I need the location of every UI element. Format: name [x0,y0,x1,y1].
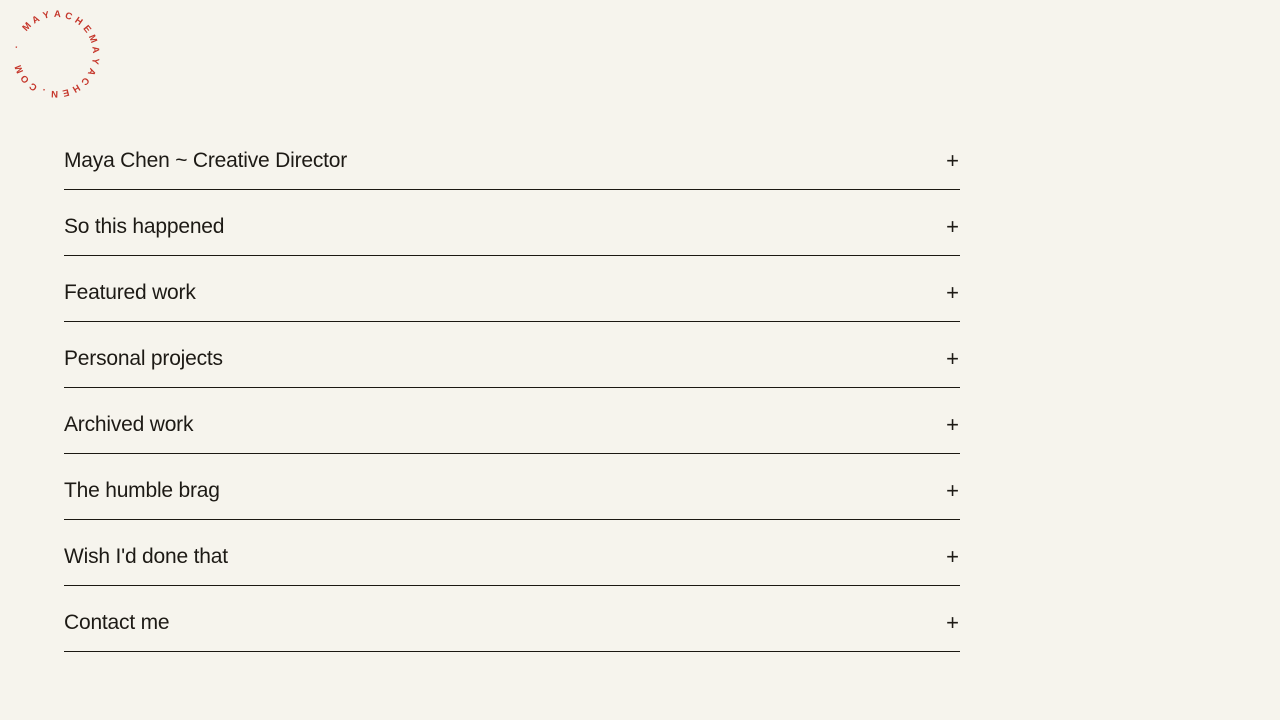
accordion-item-label: So this happened [64,215,225,238]
accordion-item[interactable]: So this happened + [64,190,960,256]
accordion-item-label: Featured work [64,281,196,304]
plus-icon[interactable]: + [946,543,959,569]
plus-icon[interactable]: + [946,411,959,437]
accordion-item-label: Maya Chen ~ Creative Director [64,149,348,172]
plus-icon[interactable]: + [946,345,959,371]
accordion-item[interactable]: The humble brag + [64,454,960,520]
accordion-item[interactable]: Featured work + [64,256,960,322]
accordion-item-label: Archived work [64,413,194,436]
accordion-item-label: Wish I'd done that [64,545,228,568]
plus-icon[interactable]: + [946,213,959,239]
accordion-item[interactable]: Personal projects + [64,322,960,388]
accordion-item-label: The humble brag [64,479,220,502]
accordion-item[interactable]: Maya Chen ~ Creative Director + [64,124,960,190]
accordion-item[interactable]: Contact me + [64,586,960,652]
accordion-item[interactable]: Wish I'd done that + [64,520,960,586]
plus-icon[interactable]: + [946,147,959,173]
plus-icon[interactable]: + [946,477,959,503]
accordion-list: Maya Chen ~ Creative Director + So this … [64,124,960,652]
plus-icon[interactable]: + [946,609,959,635]
accordion-item-label: Personal projects [64,347,223,370]
accordion-item[interactable]: Archived work + [64,388,960,454]
plus-icon[interactable]: + [946,279,959,305]
accordion-item-label: Contact me [64,611,170,634]
